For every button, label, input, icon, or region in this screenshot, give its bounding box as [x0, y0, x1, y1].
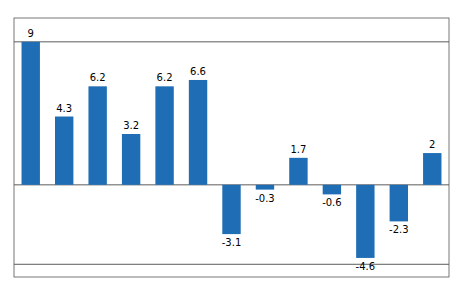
bar [256, 185, 274, 190]
data-label: 3.2 [123, 120, 139, 131]
data-label: -3.1 [222, 237, 242, 248]
bar [55, 117, 73, 185]
data-label: -0.3 [255, 193, 275, 204]
bar [356, 185, 374, 258]
bar [289, 158, 307, 185]
data-label: 6.2 [90, 72, 106, 83]
bar [155, 86, 173, 185]
grid-line [14, 41, 449, 42]
bar [189, 80, 207, 185]
bar [390, 185, 408, 222]
data-labels: 9 4.3 6.2 3.2 6.2 6.6 -3.1 -0.3 1.7 -0.6 -4.6 -2.3 2 [28, 28, 436, 272]
data-label: 1.7 [290, 144, 306, 155]
bar [423, 153, 441, 185]
grid-line [14, 264, 449, 265]
data-label: -0.6 [322, 197, 342, 208]
grid [14, 42, 449, 264]
data-label: -2.3 [389, 224, 409, 235]
data-label: 9 [28, 28, 34, 39]
data-label: -4.6 [356, 261, 376, 272]
plot-frame [14, 18, 449, 277]
bar [323, 185, 341, 195]
chart: 9 4.3 6.2 3.2 6.2 6.6 -3.1 -0.3 1.7 -0.6 -4.6 -2.3 2 [0, 0, 463, 295]
data-label: 2 [429, 139, 435, 150]
data-label: 4.3 [56, 103, 72, 114]
data-label: 6.6 [190, 66, 206, 77]
bar [22, 42, 40, 185]
bar [88, 86, 106, 185]
bar [222, 185, 240, 234]
bars [22, 42, 442, 258]
bar [122, 134, 140, 185]
data-label: 6.2 [157, 72, 173, 83]
